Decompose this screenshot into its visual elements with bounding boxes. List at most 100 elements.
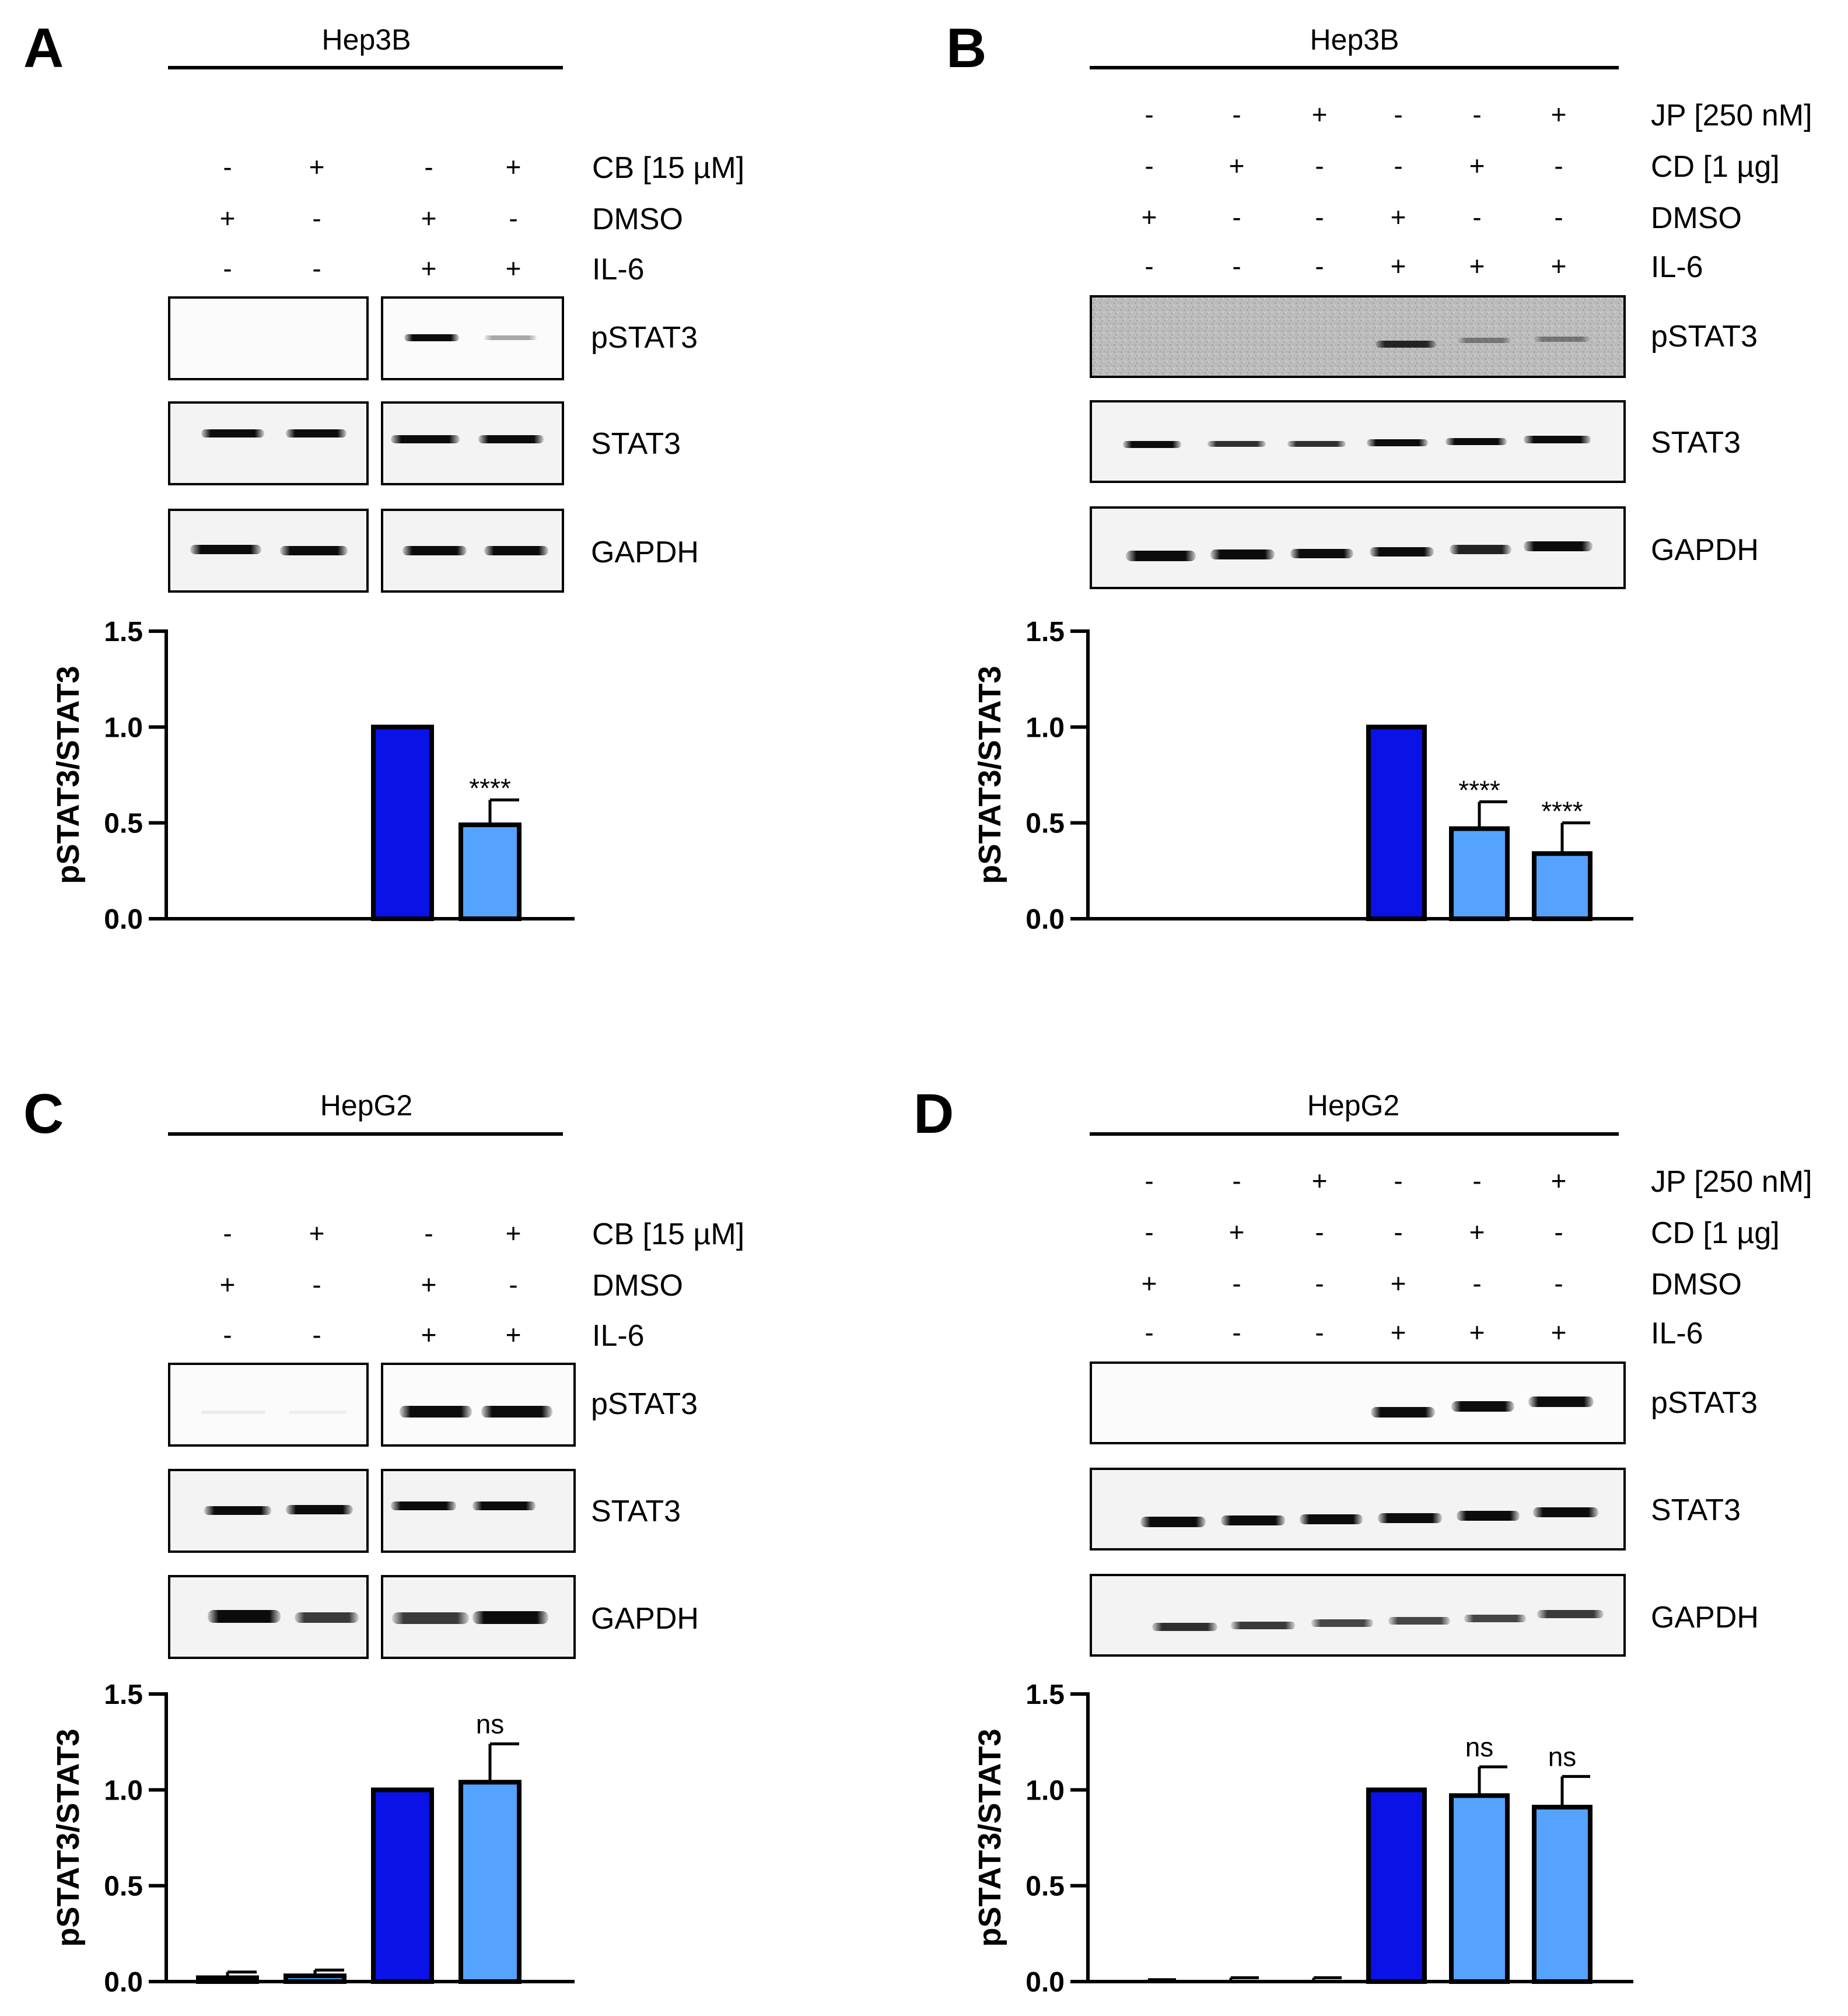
y-tick-label: 1.5 <box>104 1679 143 1710</box>
panel-d-bar-chart: 0.0 0.5 1.0 1.5 pSTAT3/STAT3 ns ns <box>972 1679 1633 1998</box>
panel-b-treatment-row-jp: - - + - - + JP [250 nM] <box>1144 99 1812 132</box>
bar <box>196 1975 259 1985</box>
panel-a: A Hep3B - + - + CB [15 µM] + - + - DMSO … <box>23 17 744 935</box>
treatment-sign: - <box>1232 1166 1241 1196</box>
treatment-sign: + <box>1391 202 1406 232</box>
y-tick-label: 0.0 <box>104 1967 143 1998</box>
blot-band <box>204 1506 271 1515</box>
treatment-sign: + <box>421 253 437 284</box>
blot-band <box>208 1610 281 1623</box>
significance-label: **** <box>1458 775 1500 806</box>
y-tick-label: 1.0 <box>104 1775 143 1806</box>
blot-band <box>481 1406 552 1418</box>
blot-band <box>1367 439 1428 446</box>
significance-label: **** <box>469 773 511 803</box>
blot-label: pSTAT3 <box>591 1387 698 1421</box>
bar <box>1532 1804 1592 1984</box>
bar <box>1449 826 1510 921</box>
treatment-sign: - <box>1315 1317 1324 1348</box>
y-tick-label: 0.5 <box>1026 1871 1065 1902</box>
blot-band <box>201 429 264 438</box>
y-axis-label: pSTAT3/STAT3 <box>972 666 1007 884</box>
y-tick-label: 0.5 <box>1026 808 1065 839</box>
panel-a-treatment-row-cb: - + - + CB [15 µM] <box>223 151 744 185</box>
treatment-sign: - <box>1472 1268 1481 1298</box>
panel-c: C HepG2 - + - + CB [15 µM] + - + - DMSO … <box>23 1083 744 1998</box>
blot-band <box>484 546 548 555</box>
y-tick-label: 1.5 <box>1026 617 1065 648</box>
treatment-sign: - <box>1554 202 1563 232</box>
treatment-sign: - <box>1394 150 1402 181</box>
treatment-sign: + <box>1312 1166 1328 1196</box>
treatment-name: IL-6 <box>1651 250 1703 284</box>
blot-band <box>1371 1407 1435 1418</box>
blot-band <box>404 334 459 341</box>
treatment-sign: - <box>1554 1268 1563 1298</box>
blot-band <box>392 1612 469 1624</box>
treatment-sign: + <box>1142 202 1157 232</box>
blot-band <box>1152 1623 1217 1631</box>
blot-label: GAPDH <box>591 1602 699 1636</box>
bar <box>1449 1793 1510 1985</box>
panel-a-cell-line: Hep3B <box>322 23 411 56</box>
treatment-sign: - <box>223 1218 232 1248</box>
treatment-name: DMSO <box>592 1269 683 1303</box>
panel-b-treatment-row-dmso: + - - + - - DMSO <box>1142 201 1742 235</box>
treatment-sign: - <box>312 203 321 233</box>
blot-band <box>1287 441 1346 447</box>
treatment-sign: + <box>220 203 236 233</box>
treatment-sign: + <box>421 1320 437 1350</box>
treatment-sign: - <box>1472 1166 1481 1196</box>
treatment-sign: - <box>1394 99 1402 130</box>
bar <box>459 1780 522 1985</box>
treatment-sign: + <box>1551 1166 1567 1196</box>
blot-band <box>391 435 460 443</box>
treatment-name: IL-6 <box>1651 1317 1703 1350</box>
panel-b-cell-line: Hep3B <box>1310 23 1399 56</box>
blot-label: pSTAT3 <box>1651 320 1758 354</box>
treatment-sign: - <box>223 1320 232 1350</box>
treatment-sign: - <box>1315 1217 1324 1247</box>
treatment-sign: - <box>1144 251 1153 281</box>
blot-band <box>1300 1514 1363 1524</box>
treatment-sign: + <box>1469 1317 1485 1348</box>
panel-d-western-blot: pSTAT3 STAT3 GAPDH <box>1090 1362 1759 1657</box>
blot-band <box>1126 551 1196 561</box>
blot-frame <box>168 1363 369 1447</box>
blot-label: GAPDH <box>1651 1601 1759 1634</box>
treatment-sign: - <box>1394 1166 1402 1196</box>
y-tick-label: 1.5 <box>1026 1679 1065 1710</box>
treatment-sign: + <box>1551 99 1567 130</box>
treatment-name: IL-6 <box>592 253 645 286</box>
blot-band <box>280 546 348 555</box>
panel-a-label: A <box>23 17 64 79</box>
treatment-sign: + <box>1391 251 1406 281</box>
significance-label: **** <box>1541 796 1583 827</box>
blot-label: pSTAT3 <box>591 321 698 355</box>
treatment-sign: + <box>1229 150 1245 181</box>
panel-b-treatment-row-cd: - + - - + - CD [1 µg] <box>1144 150 1779 184</box>
blot-band <box>1464 1615 1526 1622</box>
treatment-sign: + <box>1229 1217 1245 1247</box>
blot-label: pSTAT3 <box>1651 1386 1758 1420</box>
bar <box>284 1973 346 1984</box>
y-tick-label: 1.0 <box>1026 1775 1065 1806</box>
treatment-sign: + <box>421 203 437 233</box>
blot-band <box>201 1410 265 1414</box>
blot-label: STAT3 <box>1651 1493 1741 1527</box>
bar <box>1532 851 1592 921</box>
blot-band <box>1140 1517 1206 1527</box>
treatment-sign: - <box>1472 202 1481 232</box>
panel-c-treatment-row-il6: - - + + IL-6 <box>223 1319 644 1353</box>
bar <box>459 822 522 922</box>
blot-band <box>1446 438 1507 445</box>
panel-a-treatment-row-dmso: + - + - DMSO <box>220 202 683 236</box>
y-axis-label: pSTAT3/STAT3 <box>51 1729 86 1947</box>
treatment-sign: - <box>312 1269 321 1300</box>
blot-band <box>478 435 544 443</box>
y-tick-label: 0.5 <box>104 1871 143 1902</box>
blot-band <box>473 1502 536 1510</box>
treatment-sign: - <box>312 1320 321 1350</box>
blot-band <box>286 1505 353 1514</box>
